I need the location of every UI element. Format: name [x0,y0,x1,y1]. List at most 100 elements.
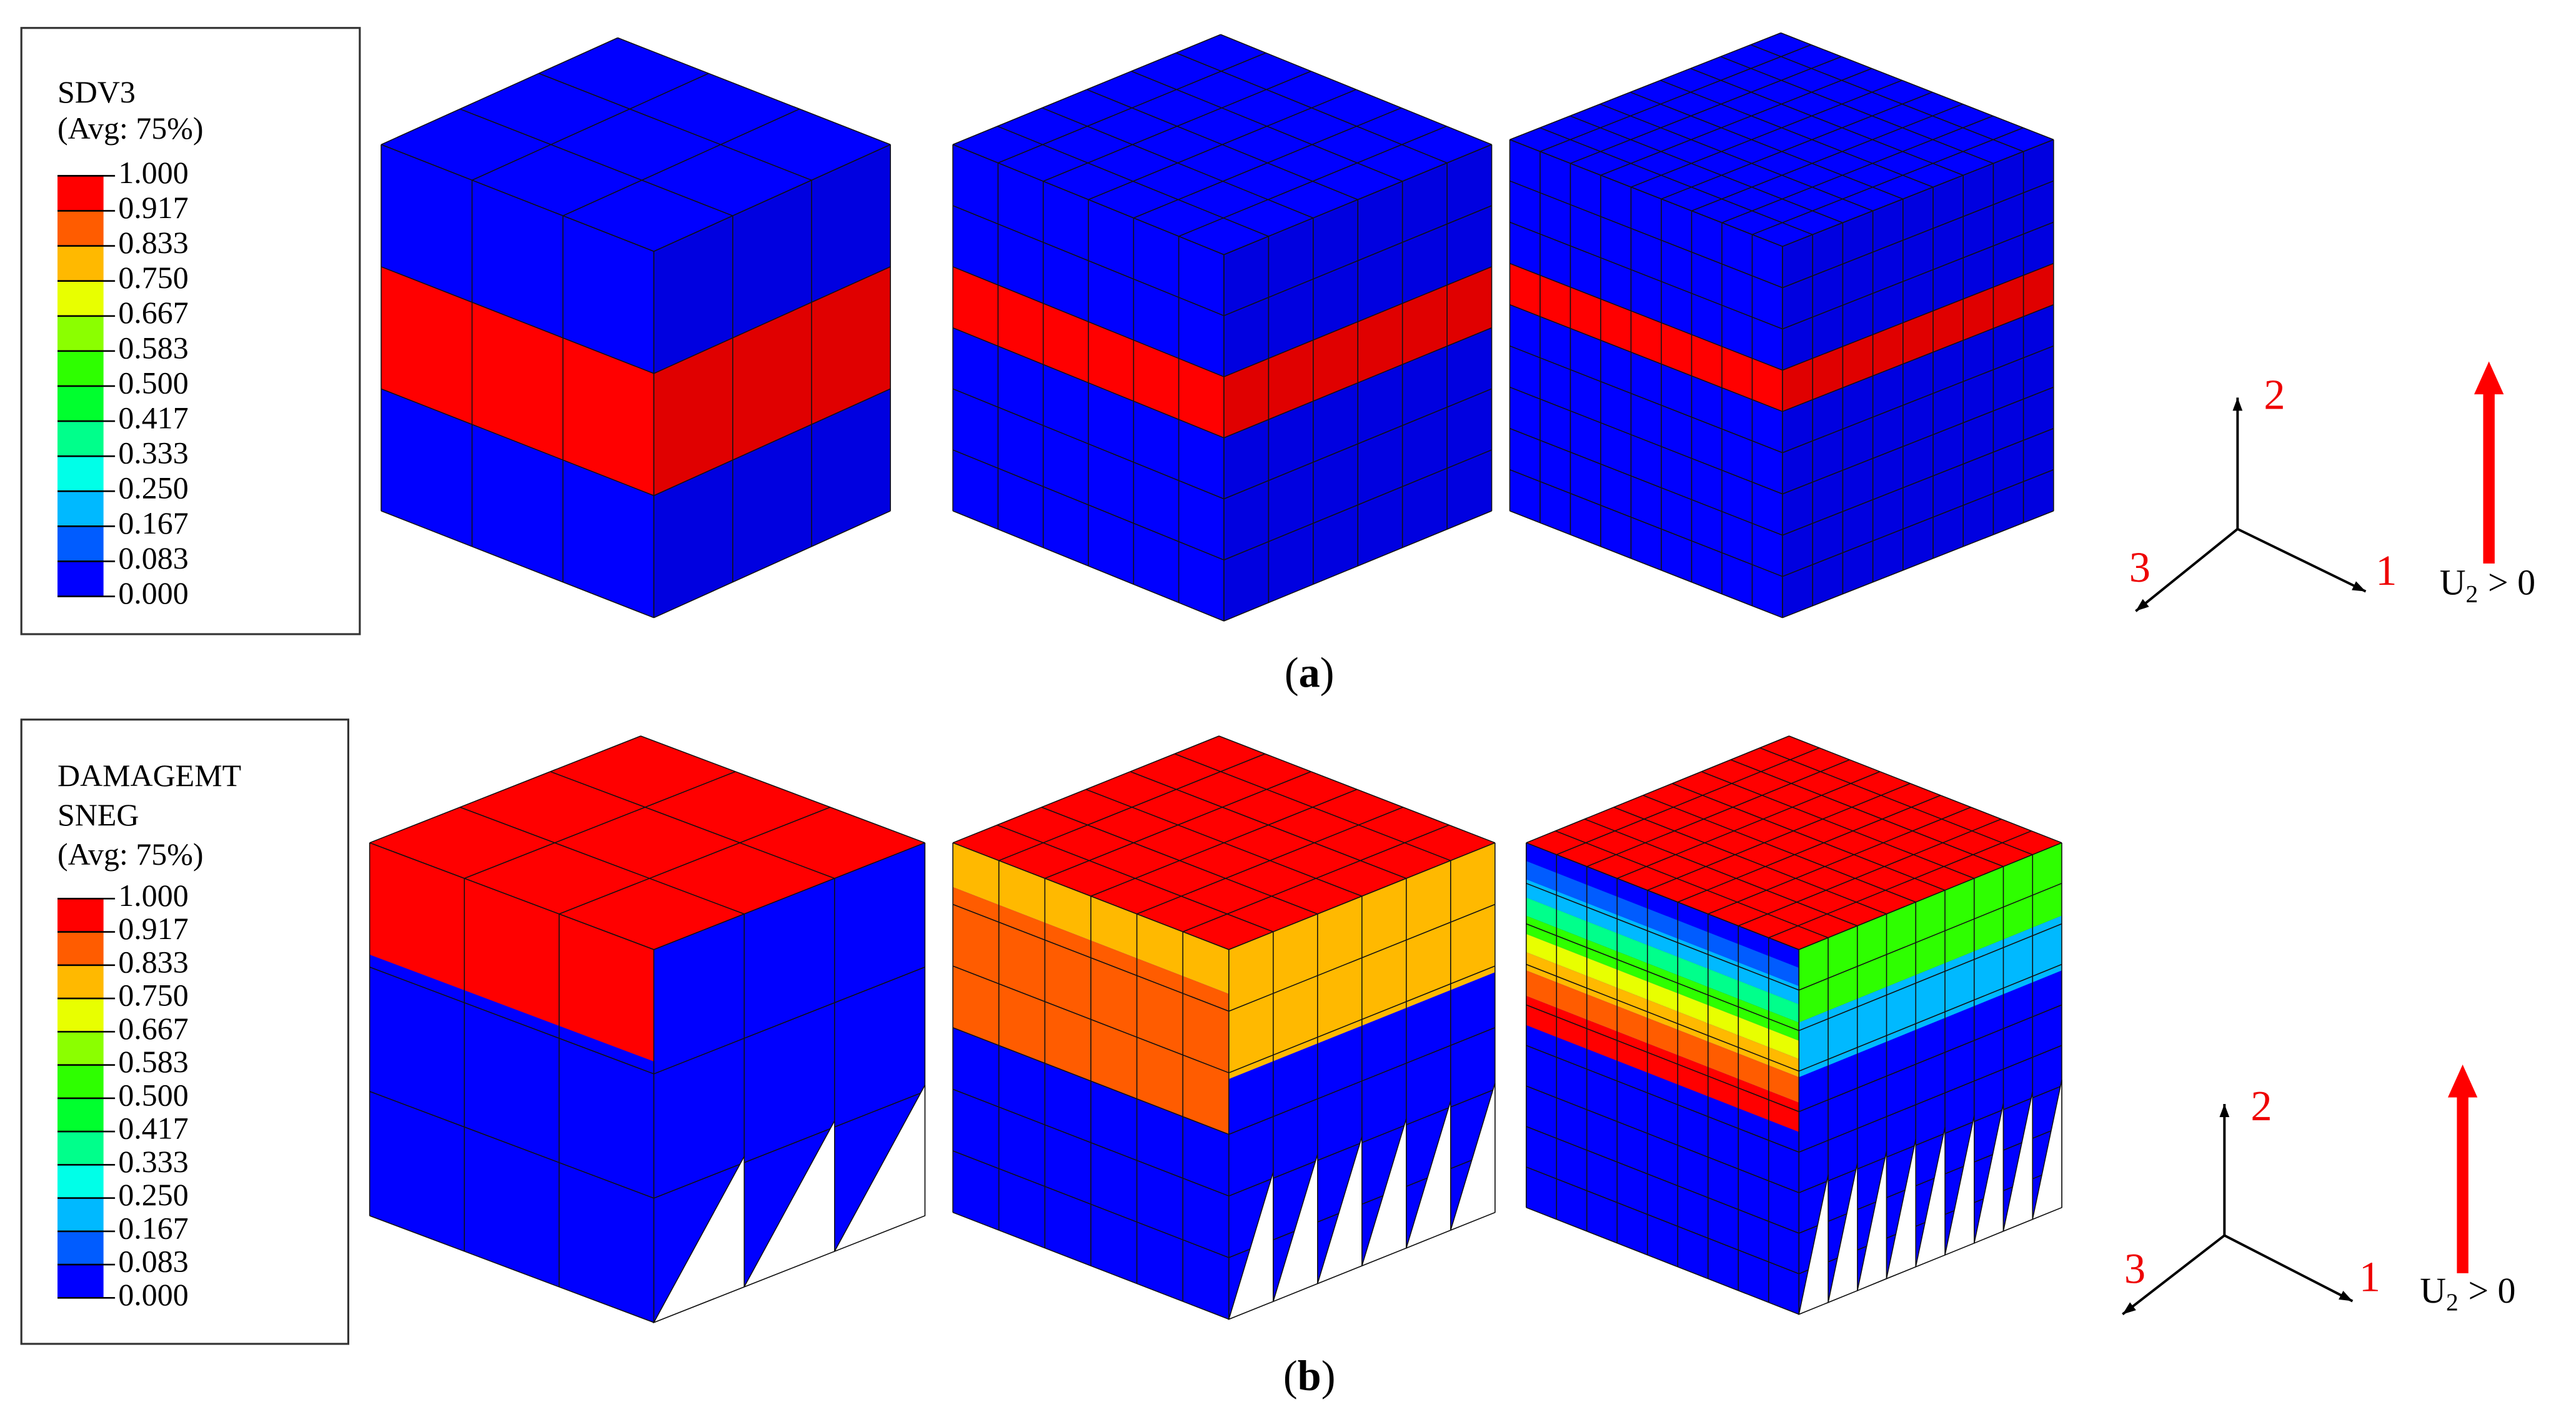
load-subscript: 2 [2446,1288,2459,1316]
legend-title: SNEG [57,797,139,832]
caption-part: b [1298,1351,1321,1399]
legend-label: 0.417 [118,1111,188,1146]
mesh-line [369,1215,654,1323]
mesh-line [1720,56,1994,164]
load-relation: > 0 [2468,1270,2515,1311]
mesh-line [1782,345,2054,454]
damage-band [381,266,654,496]
caption-part: ( [1283,1351,1298,1399]
legend-label: 0.083 [118,1244,188,1279]
mesh-line [952,1150,1230,1258]
legend-swatch [57,1065,104,1098]
cube-top-face [369,736,925,950]
damage-band [1782,263,2054,412]
mesh-line [1526,1085,1799,1193]
mesh-line [1798,1045,2062,1153]
triad-axis [2237,527,2367,593]
legend-swatch [57,281,104,316]
legend-title: SDV3 [57,74,136,109]
legend-label: 1.000 [118,155,188,190]
element-gap [1450,1083,1496,1231]
element-gap [1886,1139,1917,1280]
legend-swatch [57,1265,104,1298]
triad-axis [2122,1234,2225,1316]
mesh-line [459,807,745,915]
mesh-line [1798,1085,2062,1193]
triad-arrowhead [2232,397,2243,411]
mesh-line [1782,262,2054,371]
triad-arrowhead [2339,1290,2353,1301]
damage-band [1799,915,2062,1078]
load-arrow-shaft [2457,1094,2469,1273]
mesh-line [1647,783,1911,891]
caption-part: ( [1285,649,1299,696]
triad-axis [2135,528,2239,612]
legend-swatch [57,965,104,999]
mesh-line [1721,115,1994,224]
mesh-line [1218,735,1496,843]
mesh-line [1526,1126,1799,1234]
mesh-line [1556,747,1820,855]
legend-swatch [57,316,104,351]
load-label: U2 > 0 [2420,1270,2515,1316]
mesh-line [654,967,925,1075]
triad-label: 2 [2264,371,2285,419]
mesh-line [459,108,734,217]
mesh-line [1555,830,1829,938]
mesh-line [1584,818,1858,927]
mesh-line [1782,221,2054,330]
mesh-line [1691,103,1963,212]
legend-swatch [57,1032,104,1065]
damage-band [1526,996,1799,1132]
mesh-line [1660,79,1934,188]
legend-label: 0.667 [118,295,188,330]
mesh-line [1798,923,2062,1032]
mesh-line [1798,963,2062,1072]
legend-label: 1.000 [118,878,188,913]
damage-band [1799,842,2062,1023]
triad-label: 3 [2124,1245,2146,1293]
mesh-line [1730,759,2004,867]
mesh-line [369,735,641,843]
triad-label: 2 [2250,1082,2272,1130]
mesh-line [369,1091,654,1199]
mesh-line [1509,345,1783,454]
mesh-line [1752,127,2024,236]
mesh-line [464,771,736,879]
mesh-line [1175,52,1448,164]
mesh-line [369,842,654,950]
mesh-line [1223,510,1492,622]
mesh-line [380,37,619,146]
mesh-line [1677,795,1941,903]
mesh-line [952,510,1225,622]
mesh-line [1782,427,2054,536]
mesh-line [654,1091,925,1199]
mesh-line [617,37,891,146]
mesh-line [1672,783,1946,891]
mesh-line [1539,44,1812,152]
legend-swatch [57,1131,104,1165]
legend-swatch [57,1165,104,1198]
element-gap [2002,1091,2033,1232]
mesh-line [952,735,1220,843]
triad-arrowhead [2136,599,2149,612]
legend-label: 0.750 [118,260,188,295]
mesh-line [1509,262,1783,371]
mesh-line [654,510,891,619]
mesh-line [1526,1045,1799,1153]
cube-top-face [1526,736,2062,950]
triad-arrowhead [2122,1302,2136,1315]
legend-swatch [57,1231,104,1265]
mesh-line [1174,753,1451,862]
mesh-line [1539,127,1813,236]
legend-label: 0.583 [118,1044,188,1079]
legend-label: 0.250 [118,1177,188,1212]
legend-label: 0.833 [118,944,188,979]
element-gap [1915,1127,1946,1268]
element-gap [1856,1151,1887,1292]
mesh-line [640,735,925,843]
mesh-line [1509,32,1781,141]
mesh-line [654,388,891,496]
damage-band [1526,842,1799,968]
legend-swatch [57,385,104,422]
